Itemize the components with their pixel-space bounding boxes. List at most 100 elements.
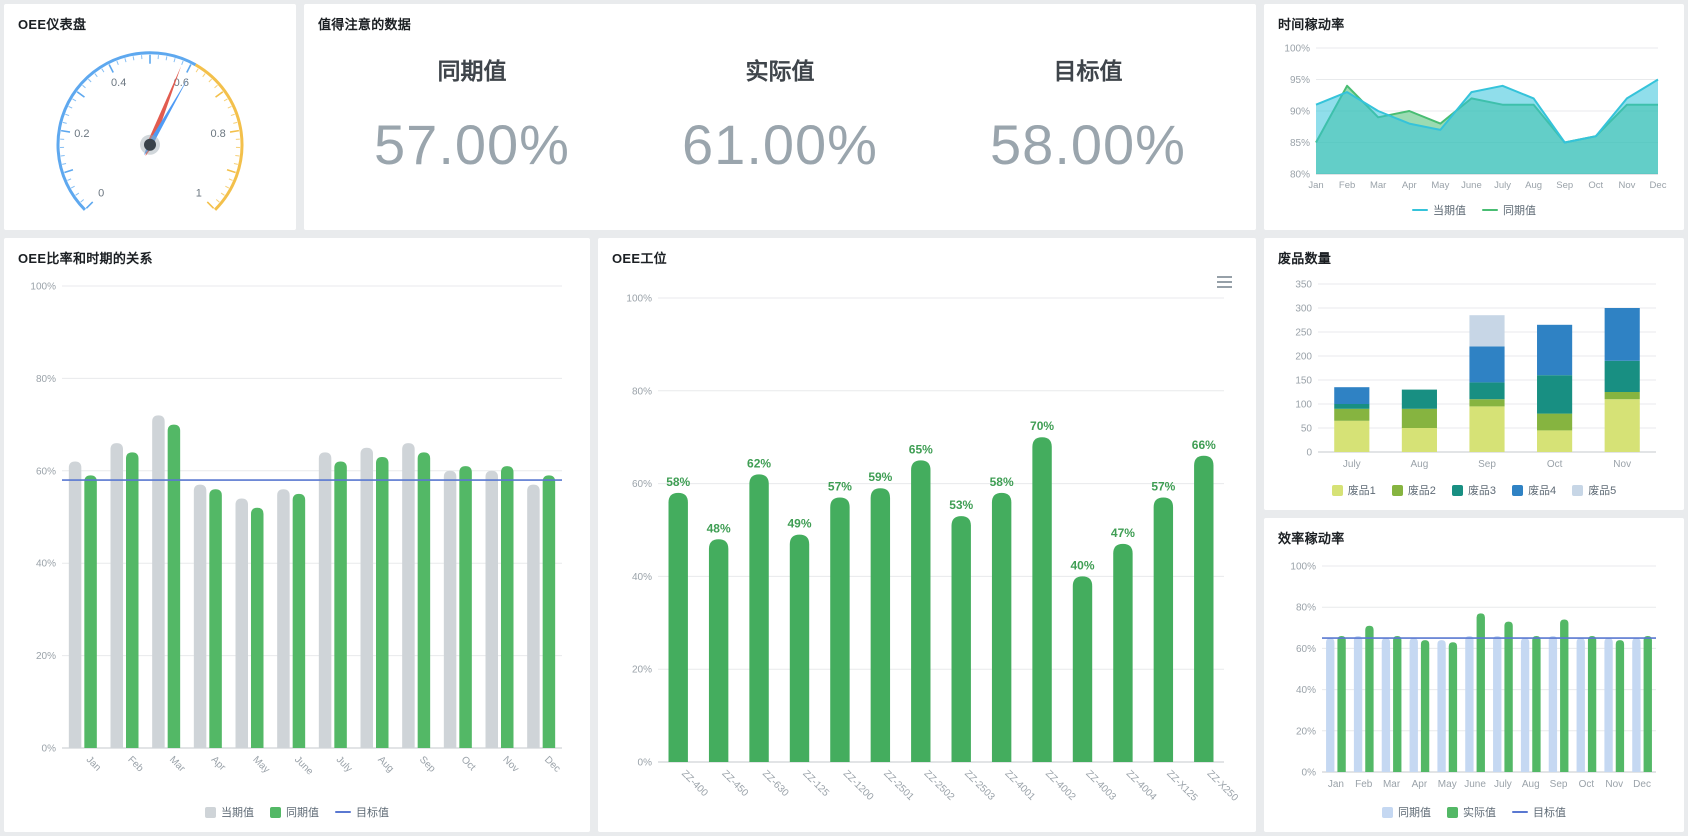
svg-text:85%: 85%: [1290, 138, 1310, 149]
legend-item-当期值[interactable]: 当期值: [1412, 202, 1466, 218]
efficiency-bar-chart: 0% 20% 40% 60% 80% 100% Jan Feb Mar Apr May June Jul…: [1278, 552, 1670, 800]
legend-item-废品1[interactable]: 废品1: [1331, 482, 1376, 498]
legend-item-废品4[interactable]: 废品4: [1512, 482, 1556, 498]
svg-text:Mar: Mar: [1370, 180, 1386, 191]
kpi-row: 同期值 57.00% 实际值 61.00% 目标值 58.00%: [318, 38, 1242, 222]
svg-text:0%: 0%: [638, 758, 653, 769]
svg-text:Aug: Aug: [1522, 779, 1540, 790]
svg-text:May: May: [1438, 779, 1457, 790]
svg-text:95%: 95%: [1290, 75, 1310, 86]
svg-text:350: 350: [1295, 280, 1312, 291]
svg-text:May: May: [1431, 180, 1449, 191]
svg-text:Jan: Jan: [1308, 180, 1323, 191]
svg-text:Aug: Aug: [375, 754, 395, 774]
svg-text:June: June: [1461, 180, 1482, 191]
svg-text:Jan: Jan: [1328, 779, 1344, 790]
legend-swatch: [1382, 806, 1393, 818]
svg-text:ZZ-450: ZZ-450: [720, 768, 751, 799]
legend-swatch: [1572, 484, 1584, 496]
svg-text:65%: 65%: [909, 442, 933, 456]
oee-gauge-chart: 0 0.2 0.4 0.6 0.8 1: [18, 38, 282, 222]
svg-text:60%: 60%: [632, 479, 652, 490]
legend-item-实际值[interactable]: 实际值: [1447, 804, 1496, 820]
svg-text:Aug: Aug: [1411, 459, 1429, 470]
legend-label: 实际值: [1463, 807, 1496, 819]
legend-swatch: [1391, 484, 1403, 496]
kpi-value-same-period: 57.00%: [374, 113, 570, 176]
svg-text:Jan: Jan: [84, 754, 103, 773]
efficiency-legend: 同期值 实际值 目标值: [1278, 800, 1670, 824]
svg-text:June: June: [1464, 779, 1486, 790]
svg-text:Oct: Oct: [1547, 459, 1563, 470]
svg-text:Sep: Sep: [1478, 459, 1496, 470]
svg-text:0.6: 0.6: [174, 77, 189, 89]
svg-text:ZZ-1200: ZZ-1200: [841, 768, 876, 803]
svg-text:80%: 80%: [1296, 603, 1316, 614]
svg-text:Feb: Feb: [1339, 180, 1355, 191]
svg-text:40%: 40%: [1070, 558, 1094, 572]
svg-text:ZZ-2502: ZZ-2502: [922, 768, 957, 803]
svg-text:20%: 20%: [632, 665, 652, 676]
panel-title-oee-ratio-period: OEE比率和时期的关系: [18, 251, 153, 266]
svg-text:100%: 100%: [30, 282, 56, 293]
panel-scrap-quantity: 废品数量 0 50 100 150 200 250 300 350 July Aug Sep Oct N…: [1264, 238, 1684, 510]
panel-oee-ratio-period: OEE比率和时期的关系 0% 20% 40% 60% 80% 100% Jan Feb Mar A…: [4, 238, 590, 832]
legend-label: 目标值: [1533, 807, 1566, 819]
kpi-label-actual: 实际值: [745, 58, 815, 84]
svg-text:Aug: Aug: [1525, 180, 1542, 191]
svg-text:June: June: [292, 754, 315, 777]
svg-text:Sep: Sep: [1556, 180, 1573, 191]
svg-text:ZZ-630: ZZ-630: [760, 768, 791, 799]
legend-item-同期值[interactable]: 同期值: [1482, 202, 1536, 218]
svg-text:0.4: 0.4: [111, 77, 126, 89]
svg-text:60%: 60%: [1296, 644, 1316, 655]
svg-text:57%: 57%: [828, 480, 852, 494]
svg-text:1: 1: [196, 188, 202, 200]
legend-label: 废品1: [1347, 485, 1376, 497]
panel-oee-station: OEE工位 0% 20% 40% 60% 80% 100% 58% 48% 62% 49% 57% 5…: [598, 238, 1256, 832]
legend-item-废品3[interactable]: 废品3: [1451, 482, 1496, 498]
legend-line-marker: [1482, 208, 1498, 212]
kpi-value-actual: 61.00%: [682, 113, 878, 176]
legend-item-目标值[interactable]: 目标值: [1512, 804, 1566, 820]
svg-text:Apr: Apr: [209, 754, 228, 773]
legend-swatch: [205, 806, 216, 818]
legend-label: 废品2: [1407, 485, 1436, 497]
legend-line-marker: [335, 810, 351, 814]
svg-text:100%: 100%: [626, 294, 652, 305]
svg-text:47%: 47%: [1111, 526, 1135, 540]
legend-swatch: [1451, 484, 1463, 496]
svg-text:Apr: Apr: [1412, 779, 1428, 790]
legend-item-目标值[interactable]: 目标值: [335, 804, 389, 820]
svg-text:20%: 20%: [36, 651, 56, 662]
svg-text:60%: 60%: [36, 466, 56, 477]
legend-item-当期值[interactable]: 当期值: [205, 804, 254, 820]
legend-label: 目标值: [356, 807, 389, 819]
panel-oee-gauge: OEE仪表盘 0 0.2 0.4 0.6 0.8 1: [4, 4, 296, 230]
oee-ratio-bar-chart: 0% 20% 40% 60% 80% 100% Jan Feb Mar Apr May June Jul…: [18, 272, 576, 800]
legend-item-废品2[interactable]: 废品2: [1391, 482, 1436, 498]
legend-item-同期值[interactable]: 同期值: [270, 804, 319, 820]
legend-line-marker: [1512, 810, 1528, 814]
legend-item-同期值[interactable]: 同期值: [1382, 804, 1431, 820]
svg-text:Nov: Nov: [500, 754, 520, 774]
svg-text:Dec: Dec: [542, 754, 562, 774]
svg-text:58%: 58%: [666, 475, 690, 489]
legend-label: 同期值: [1503, 205, 1536, 217]
kpi-item-actual: 实际值 61.00%: [626, 38, 934, 222]
svg-text:100: 100: [1295, 400, 1312, 411]
svg-text:Feb: Feb: [1355, 779, 1373, 790]
chart-toolbox-menu-icon[interactable]: [1213, 272, 1236, 292]
time-availability-legend: 当期值 同期值: [1278, 198, 1670, 222]
svg-text:0: 0: [98, 188, 104, 200]
kpi-item-same-period: 同期值 57.00%: [318, 38, 626, 222]
svg-text:Apr: Apr: [1402, 180, 1417, 191]
panel-title-time-availability: 时间稼动率: [1278, 17, 1345, 32]
scrap-legend: 废品1 废品2 废品3 废品4 废品5: [1278, 478, 1670, 502]
kpi-label-same-period: 同期值: [437, 58, 507, 84]
svg-text:0%: 0%: [1302, 768, 1317, 779]
svg-text:80%: 80%: [36, 374, 56, 385]
svg-text:Oct: Oct: [459, 754, 478, 773]
legend-item-废品5[interactable]: 废品5: [1572, 482, 1616, 498]
